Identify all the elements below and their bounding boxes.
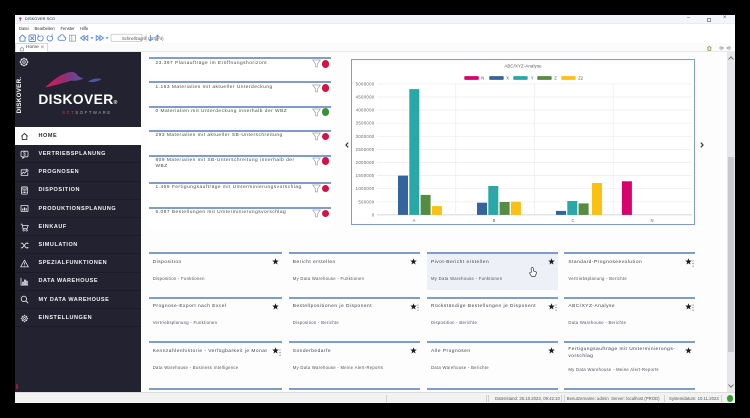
svg-text:$: $ (23, 151, 26, 157)
svg-text:Schnellzugriff (Strg+4): Schnellzugriff (Strg+4) (122, 36, 164, 41)
svg-text:2000000: 2000000 (356, 160, 375, 165)
svg-text:N: N (650, 218, 653, 223)
svg-text:Z: Z (554, 75, 557, 80)
svg-text:2500000: 2500000 (356, 146, 375, 151)
svg-text:5000000: 5000000 (356, 81, 375, 86)
svg-text:Z2: Z2 (578, 75, 584, 80)
svg-text:1500000: 1500000 (356, 173, 375, 178)
svg-text:A: A (413, 218, 416, 223)
svg-text:X: X (506, 75, 509, 80)
svg-text:4500000: 4500000 (356, 94, 375, 99)
svg-text:4000000: 4000000 (356, 107, 375, 112)
svg-text:Y: Y (531, 75, 534, 80)
svg-text:3000000: 3000000 (356, 133, 375, 138)
svg-text:N: N (481, 75, 484, 80)
svg-text:C: C (571, 218, 574, 223)
svg-text:ABC/XYZ-Analyse: ABC/XYZ-Analyse (504, 63, 542, 68)
svg-text:0: 0 (372, 212, 375, 217)
svg-text:500000: 500000 (358, 199, 374, 204)
svg-text:3500000: 3500000 (356, 120, 375, 125)
svg-text:1000000: 1000000 (356, 186, 375, 191)
svg-text:B: B (493, 218, 496, 223)
